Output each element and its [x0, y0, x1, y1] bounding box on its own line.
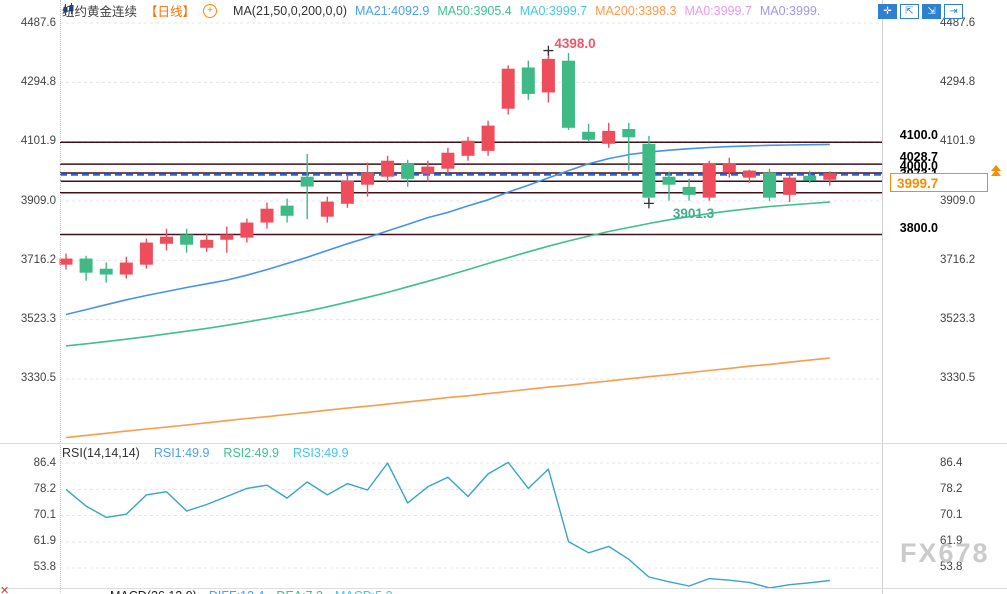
ma-settings-label: MA(21,50,0,200,0,0) [233, 3, 347, 18]
price-level-label: 4100.0 [899, 128, 938, 143]
main-axis-label-right: 3716.2 [940, 253, 976, 266]
rsi-value-label: RSI2:49.9 [223, 446, 280, 460]
rsi-axis-label-left: 70.1 [33, 508, 56, 521]
main-axis-label-right: 4487.6 [940, 16, 976, 29]
price-level-label: 4028.7 [899, 150, 938, 165]
current-price-value: 3999.7 [897, 176, 939, 192]
plot-left-border [60, 0, 61, 594]
main-axis-label-left: 3523.3 [20, 313, 56, 326]
bottom-indicator-title: MACD(26,12,9) [110, 589, 197, 594]
add-indicator-icon[interactable]: + [203, 3, 218, 18]
current-price-tag: 3999.7 [890, 173, 988, 193]
rsi-axis-label-right: 78.2 [940, 482, 963, 495]
main-axis-label-left: 4101.9 [20, 135, 56, 148]
rsi-header: RSI(14,14,14) RSI1:49.9 RSI2:49.9 RSI3:49.… [62, 446, 349, 460]
rsi-values-row: RSI1:49.9 RSI2:49.9 RSI3:49.9 [154, 446, 349, 460]
main-axis-label-left: 4487.6 [20, 16, 56, 29]
main-axis-label-left: 4294.8 [20, 75, 56, 88]
ma-value-label: MA0:3999. [759, 3, 821, 18]
low-annotation: 3901.3 [672, 206, 715, 222]
main-axis-label-left: 3716.2 [20, 253, 56, 266]
ma-value-label: MA50:3905.4 [437, 3, 512, 18]
rsi-axis-label-right: 70.1 [940, 508, 963, 521]
dock-right-icon[interactable]: ⇥ [944, 4, 963, 19]
rsi-axis-label-left: 53.8 [33, 561, 56, 574]
main-axis-label-right: 4101.9 [940, 135, 976, 148]
main-axis-label-right: 3909.0 [940, 194, 976, 207]
price-level-label: 4000.0 [899, 159, 938, 173]
bottom-indicator-value: DEA:7.2 [276, 589, 323, 594]
ma-values-row: MA21:4092.9 MA50:3905.4 MA0:3999.7 MA200:33… [355, 4, 820, 18]
price-up-arrow-icon [991, 165, 1001, 177]
close-indicator-icon[interactable]: ✕ [0, 585, 10, 594]
ma-value-label: MA200:3398.3 [595, 3, 677, 18]
bottom-indicator-value: DIFF:12.4 [209, 589, 265, 594]
main-axis-label-left: 3909.0 [20, 194, 56, 207]
main-axis-label-right: 3330.5 [940, 372, 976, 385]
rsi-axis-label-right: 86.4 [940, 456, 963, 469]
ma-value-label: MA21:4092.9 [355, 3, 430, 18]
rsi-axis-label-right: 53.8 [940, 561, 963, 574]
rsi-value-label: RSI3:49.9 [293, 446, 349, 460]
rsi-axis-label-right: 61.9 [940, 535, 963, 548]
pan-icon[interactable]: ✛ [878, 4, 897, 19]
ma-value-label: MA0:3999.7 [684, 3, 752, 18]
bottom-separator [0, 588, 1007, 589]
watermark: FX678 [900, 538, 990, 568]
rsi-axis-label-left: 78.2 [33, 482, 56, 495]
price-level-label: 3800.0 [899, 220, 938, 235]
main-axis-label-left: 3330.5 [20, 372, 56, 385]
ma-value-label: MA0:3999.7 [519, 3, 588, 18]
rsi-settings-label: RSI(14,14,14) [62, 446, 140, 460]
main-axis-label-right: 4294.8 [940, 75, 976, 88]
main-chart-header: 纽约黄金连续 【日线】 + MA(21,50,0,200,0,0) MA21:4… [62, 3, 820, 19]
bottom-indicator-value: MACD:5.2 [335, 589, 393, 594]
axis-scale-icon[interactable]: ⇲ [922, 4, 941, 19]
fit-chart-icon[interactable]: ⇱ [900, 4, 919, 19]
high-annotation: 4398.0 [554, 35, 596, 51]
chart-toolbar: ✛ ⇱ ⇲ ⇥ [878, 4, 963, 19]
main-axis-label-right: 3523.3 [940, 313, 976, 326]
bottom-indicator-values: DIFF:12.4 DEA:7.2 MACD:5.2 [209, 589, 393, 594]
rsi-axis-label-left: 86.4 [33, 456, 56, 469]
bottom-indicator-row: MACD(26,12,9) DIFF:12.4 DEA:7.2 MACD:5.2 [110, 589, 393, 594]
rsi-axis-label-left: 61.9 [33, 535, 56, 548]
plot-right-border [882, 0, 883, 594]
rsi-value-label: RSI1:49.9 [153, 446, 210, 460]
symbol-name: 纽约黄金连续 [62, 5, 138, 19]
period-label[interactable]: 【日线】 [145, 5, 196, 19]
panel-separator [0, 443, 1007, 444]
